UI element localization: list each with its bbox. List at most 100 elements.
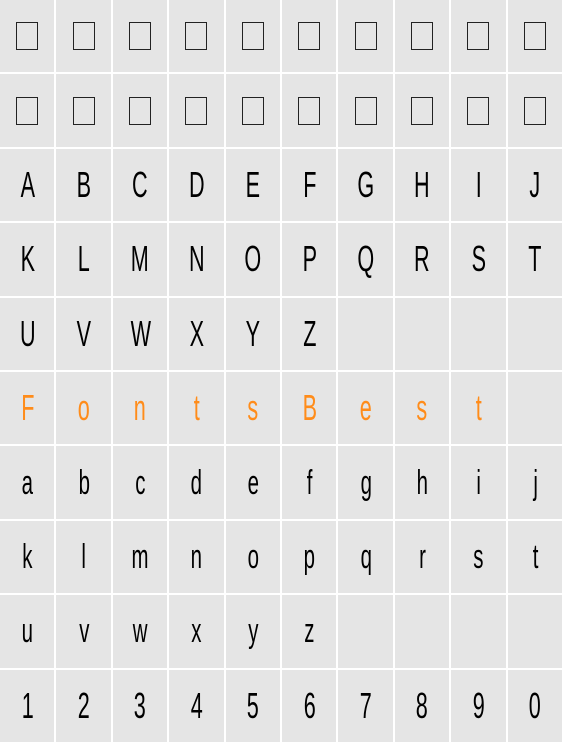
- grid-cell: p: [282, 521, 336, 593]
- grid-cell: [508, 0, 562, 72]
- grid-cell: x: [169, 595, 223, 667]
- glyph-char: 9: [473, 688, 484, 724]
- grid-cell: N: [169, 223, 223, 295]
- glyph-char: j: [533, 466, 537, 500]
- grid-cell: J: [508, 149, 562, 221]
- grid-cell: S: [451, 223, 505, 295]
- grid-cell: 2: [56, 670, 110, 742]
- grid-cell: F: [0, 372, 54, 444]
- glyph-char: i: [476, 466, 480, 500]
- glyph-char: A: [20, 167, 34, 203]
- glyph-char: 5: [247, 688, 258, 724]
- grid-cell: o: [226, 521, 280, 593]
- glyph-char: x: [192, 614, 202, 648]
- glyph-char: Y: [246, 316, 260, 352]
- grid-cell: F: [282, 149, 336, 221]
- grid-cell: [226, 0, 280, 72]
- grid-cell: q: [338, 521, 392, 593]
- grid-cell: [282, 74, 336, 146]
- missing-glyph-box: [467, 97, 489, 125]
- glyph-char: t: [476, 390, 481, 426]
- glyph-char: 2: [78, 688, 89, 724]
- grid-cell: i: [451, 446, 505, 518]
- missing-glyph-box: [355, 97, 377, 125]
- glyph-char: t: [194, 390, 199, 426]
- glyph-char: J: [530, 167, 540, 203]
- glyph-char: N: [189, 241, 204, 277]
- grid-cell: [169, 74, 223, 146]
- grid-cell: 9: [451, 670, 505, 742]
- grid-cell: 1: [0, 670, 54, 742]
- missing-glyph-box: [73, 22, 95, 50]
- grid-cell: B: [56, 149, 110, 221]
- grid-cell: I: [451, 149, 505, 221]
- glyph-char: Q: [357, 241, 373, 277]
- glyph-char: I: [476, 167, 481, 203]
- grid-cell: B: [282, 372, 336, 444]
- glyph-char: W: [130, 316, 150, 352]
- grid-cell: [338, 74, 392, 146]
- glyph-char: F: [21, 390, 34, 426]
- grid-cell: [0, 74, 54, 146]
- missing-glyph-box: [524, 97, 546, 125]
- grid-cell: Q: [338, 223, 392, 295]
- grid-cell: g: [338, 446, 392, 518]
- glyph-char: g: [360, 466, 371, 500]
- grid-cell: V: [56, 298, 110, 370]
- missing-glyph-box: [185, 97, 207, 125]
- glyph-char: R: [414, 241, 429, 277]
- grid-cell: j: [508, 446, 562, 518]
- grid-cell: n: [169, 521, 223, 593]
- glyph-char: D: [189, 167, 204, 203]
- glyph-char: 3: [134, 688, 145, 724]
- glyph-char: n: [191, 540, 202, 574]
- glyph-char: p: [304, 540, 315, 574]
- glyph-char: O: [245, 241, 261, 277]
- glyph-char: y: [248, 614, 258, 648]
- glyph-char: t: [532, 540, 537, 574]
- grid-cell: P: [282, 223, 336, 295]
- grid-cell: G: [338, 149, 392, 221]
- missing-glyph-box: [411, 22, 433, 50]
- grid-cell: [113, 74, 167, 146]
- glyph-char: s: [248, 390, 258, 426]
- glyph-char: q: [360, 540, 371, 574]
- missing-glyph-box: [524, 22, 546, 50]
- glyph-char: H: [414, 167, 429, 203]
- missing-glyph-box: [298, 22, 320, 50]
- glyph-char: G: [357, 167, 373, 203]
- grid-cell: s: [226, 372, 280, 444]
- missing-glyph-box: [298, 97, 320, 125]
- grid-cell: W: [113, 298, 167, 370]
- glyph-char: s: [474, 540, 484, 574]
- grid-cell: t: [169, 372, 223, 444]
- glyph-char: F: [303, 167, 316, 203]
- grid-cell: [169, 0, 223, 72]
- grid-cell: K: [0, 223, 54, 295]
- missing-glyph-box: [411, 97, 433, 125]
- grid-cell: O: [226, 223, 280, 295]
- grid-cell: 5: [226, 670, 280, 742]
- glyph-char: T: [528, 241, 541, 277]
- grid-cell: 4: [169, 670, 223, 742]
- glyph-char: S: [471, 241, 485, 277]
- grid-cell: 8: [395, 670, 449, 742]
- grid-cell: [282, 0, 336, 72]
- glyph-char: 1: [21, 688, 32, 724]
- grid-cell: s: [395, 372, 449, 444]
- missing-glyph-box: [242, 97, 264, 125]
- missing-glyph-box: [16, 22, 38, 50]
- grid-cell: 3: [113, 670, 167, 742]
- glyph-char: e: [247, 466, 258, 500]
- grid-cell: R: [395, 223, 449, 295]
- glyph-char: h: [417, 466, 428, 500]
- grid-cell: E: [226, 149, 280, 221]
- glyph-char: o: [247, 540, 258, 574]
- grid-cell: [56, 0, 110, 72]
- grid-cell: a: [0, 446, 54, 518]
- glyph-char: B: [77, 167, 91, 203]
- glyph-char: 7: [360, 688, 371, 724]
- glyph-char: Z: [303, 316, 316, 352]
- grid-cell: L: [56, 223, 110, 295]
- grid-cell: w: [113, 595, 167, 667]
